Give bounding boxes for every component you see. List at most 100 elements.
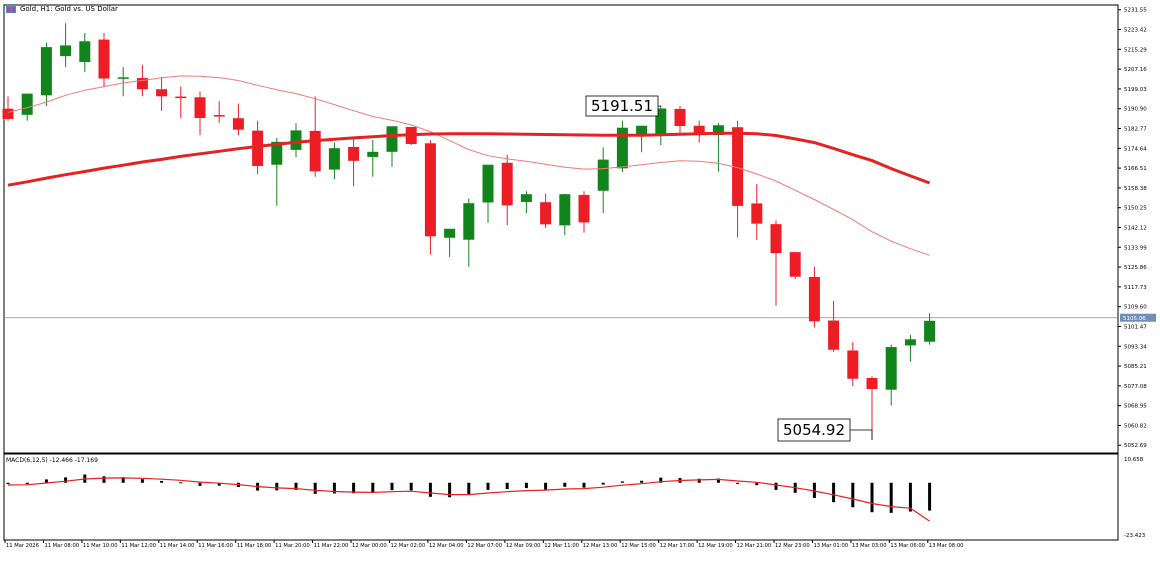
macd-histogram-bar [25,482,29,485]
candle-bull [616,127,628,169]
annotation-leader [658,105,662,108]
x-tick-label: 11 Mar 08:00 [44,543,79,549]
candle-bear [232,118,244,130]
candle-bull [444,228,456,238]
macd-histogram-bar [774,482,778,490]
annotation-leader [850,429,873,440]
candle-bear [175,96,187,99]
candle-bear [751,203,763,224]
y-tick-label: 5199.03 [1124,87,1147,93]
candle-bull [463,203,475,240]
y-tick-label: 5223.42 [1124,28,1147,34]
macd-histogram-bar [697,478,701,483]
candle-bull [559,194,571,226]
candle-bull [712,125,724,136]
symbol-icon [6,5,16,13]
candle-bear [770,224,782,254]
y-tick-label: 5060.82 [1124,423,1147,429]
macd-histogram-bar [467,482,471,495]
x-tick-label: 11 Mar 22:00 [314,543,349,549]
x-tick-label: 12 Mar 23:00 [775,543,810,549]
macd-histogram-bar [121,477,125,483]
candle-bull [655,108,667,135]
macd-histogram-bar [716,478,720,483]
x-tick-label: 11 Mar 20:00 [275,543,310,549]
macd-histogram-bar [928,482,932,511]
macd-histogram-bar [313,482,317,494]
chart-title: Gold, H1: Gold vs. US Dollar [20,5,118,13]
candle-bull [885,347,897,390]
macd-histogram-bar [832,482,836,503]
candle-bear [194,97,206,118]
macd-histogram-bar [448,482,452,498]
x-tick-label: 12 Mar 11:00 [544,543,579,549]
x-tick-label: 12 Mar 00:00 [352,543,387,549]
x-tick-label: 12 Mar 17:00 [660,543,695,549]
macd-axis-label: 10.658 [1124,457,1144,463]
macd-histogram-bar [486,482,490,490]
macd-histogram-bar [505,482,509,490]
candle-bear [847,350,859,379]
y-tick-label: 5093.34 [1124,344,1147,350]
y-tick-label: 5182.77 [1124,127,1147,133]
x-tick-label: 12 Mar 15:00 [621,543,656,549]
macd-histogram-bar [198,482,202,486]
macd-histogram-bar [659,477,663,483]
macd-histogram-bar [428,482,432,497]
candle-bear [424,143,436,237]
current-price-label-bg [1120,313,1156,322]
y-tick-label: 5142.12 [1124,225,1147,231]
candle-bear [252,130,264,166]
candle-bull [40,47,52,96]
y-tick-label: 5109.60 [1124,305,1147,311]
macd-histogram-bar [275,482,279,491]
macd-histogram-bar [140,479,144,483]
candle-bull [271,141,283,165]
candle-bull [597,159,609,191]
candle-bear [156,89,168,97]
macd-histogram-bar [371,482,375,493]
annotation-high-label: 5191.51 [591,97,653,115]
macd-histogram-bar [544,482,548,490]
y-tick-label: 5215.29 [1124,47,1147,53]
candle-bear [309,130,321,172]
x-tick-label: 11 Mar 18:00 [237,543,272,549]
macd-histogram-bar [102,476,106,483]
y-tick-label: 5174.64 [1124,146,1147,152]
macd-histogram-bar [908,482,912,512]
macd-axis-label: -23.423 [1124,533,1146,539]
x-tick-label: 12 Mar 19:00 [698,543,733,549]
y-tick-label: 5133.99 [1124,245,1147,251]
candle-bull [520,194,532,202]
ma-line-fast [7,75,930,256]
y-tick-label: 5077.08 [1124,384,1147,390]
y-tick-label: 5190.90 [1124,107,1147,113]
candle-bear [789,252,801,277]
candle-bear [501,162,513,206]
macd-histogram-bar [620,481,624,483]
macd-histogram-bar [294,482,298,490]
x-tick-label: 12 Mar 13:00 [583,543,618,549]
candle-bull [328,148,340,170]
macd-histogram-bar [160,480,164,483]
macd-histogram-bar [217,482,221,486]
macd-histogram-bar [640,480,644,483]
x-tick-label: 12 Mar 02:00 [391,543,426,549]
macd-histogram-bar [582,482,586,488]
annotation-low-label: 5054.92 [783,421,845,439]
y-tick-label: 5207.16 [1124,67,1147,73]
macd-histogram-bar [736,482,740,484]
candle-bull [904,339,916,346]
macd-histogram-bar [889,482,893,513]
y-tick-label: 5101.47 [1124,324,1147,330]
candle-bull [367,151,379,157]
candle-bear [674,108,686,127]
candle-bull [924,320,936,342]
macd-histogram-bar [44,479,48,483]
y-tick-label: 5158.38 [1124,186,1147,192]
candle-bear [540,202,552,225]
macd-histogram-bar [524,482,528,489]
annotation-box [777,418,851,442]
